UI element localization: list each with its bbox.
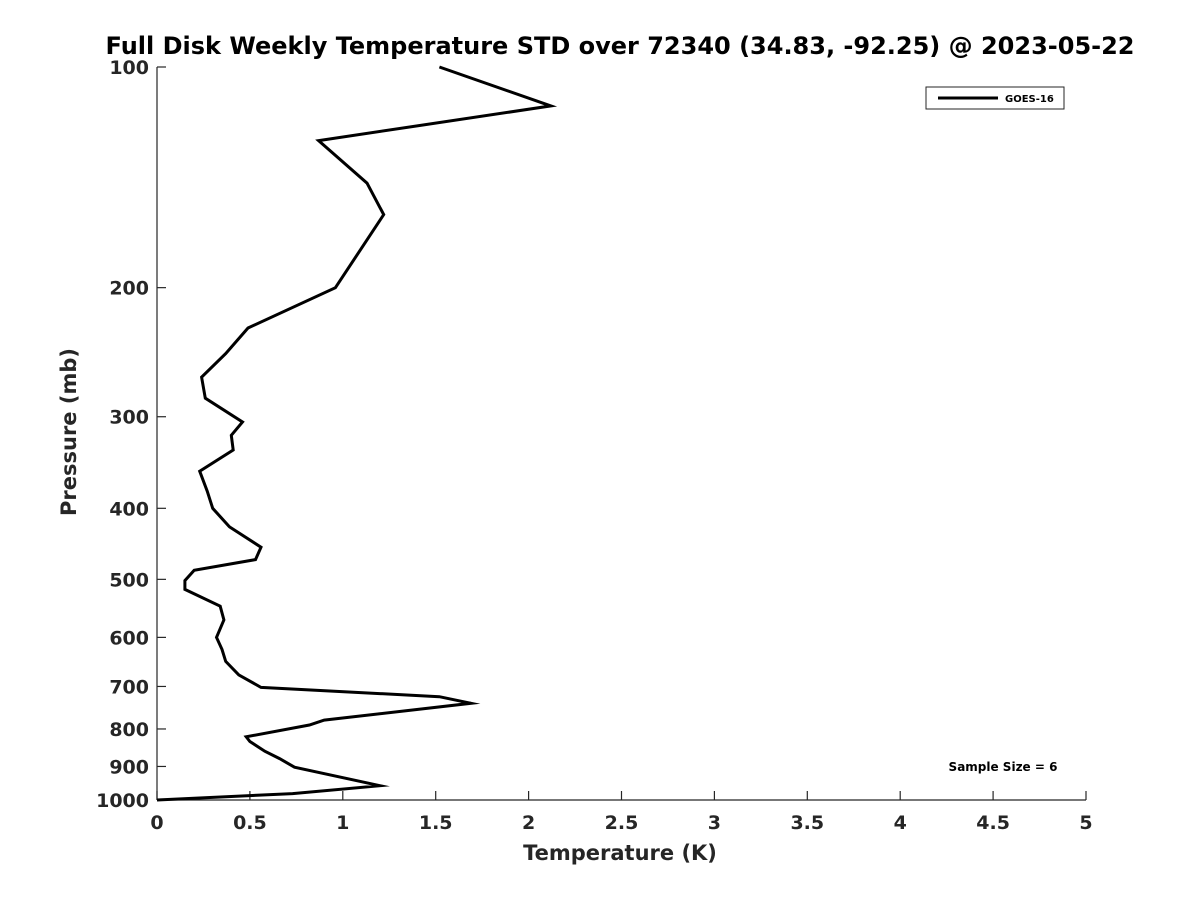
- x-tick-label: 2.5: [605, 812, 639, 834]
- series-line-goes-16: [156, 65, 558, 802]
- y-tick-label: 300: [109, 407, 149, 429]
- y-axis-ticks: 100 200 300 400 500 600 700 800 900 1000: [96, 57, 166, 812]
- x-axis-label: Temperature (K): [523, 841, 717, 865]
- y-tick-label: 700: [109, 676, 149, 698]
- x-tick-label: 5: [1079, 812, 1092, 834]
- y-tick-label: 1000: [96, 790, 149, 812]
- legend: GOES-16: [925, 86, 1065, 110]
- y-tick-label: 100: [109, 57, 149, 79]
- legend-label-goes16: GOES-16: [1005, 94, 1054, 105]
- y-tick-label: 200: [109, 278, 149, 300]
- series-layer: [156, 65, 558, 802]
- x-tick-label: 1: [336, 812, 349, 834]
- y-axis-label: Pressure (mb): [57, 348, 81, 516]
- y-tick-label: 800: [109, 719, 149, 741]
- y-tick-label: 900: [109, 756, 149, 778]
- y-tick-label: 400: [109, 498, 149, 520]
- x-tick-label: 4: [894, 812, 907, 834]
- x-tick-label: 0.5: [233, 812, 267, 834]
- x-tick-label: 3: [708, 812, 721, 834]
- y-tick-label: 600: [109, 627, 149, 649]
- x-tick-label: 4.5: [976, 812, 1010, 834]
- chart-title: Full Disk Weekly Temperature STD over 72…: [106, 32, 1135, 60]
- sample-size-annotation: Sample Size = 6: [949, 760, 1058, 774]
- y-tick-label: 500: [109, 569, 149, 591]
- x-tick-label: 2: [522, 812, 535, 834]
- x-tick-label: 0: [150, 812, 163, 834]
- x-axis-ticks: 0 0.5 1 1.5 2 2.5 3 3.5 4 4.5 5: [150, 791, 1093, 834]
- x-tick-label: 1.5: [419, 812, 453, 834]
- x-tick-label: 3.5: [790, 812, 824, 834]
